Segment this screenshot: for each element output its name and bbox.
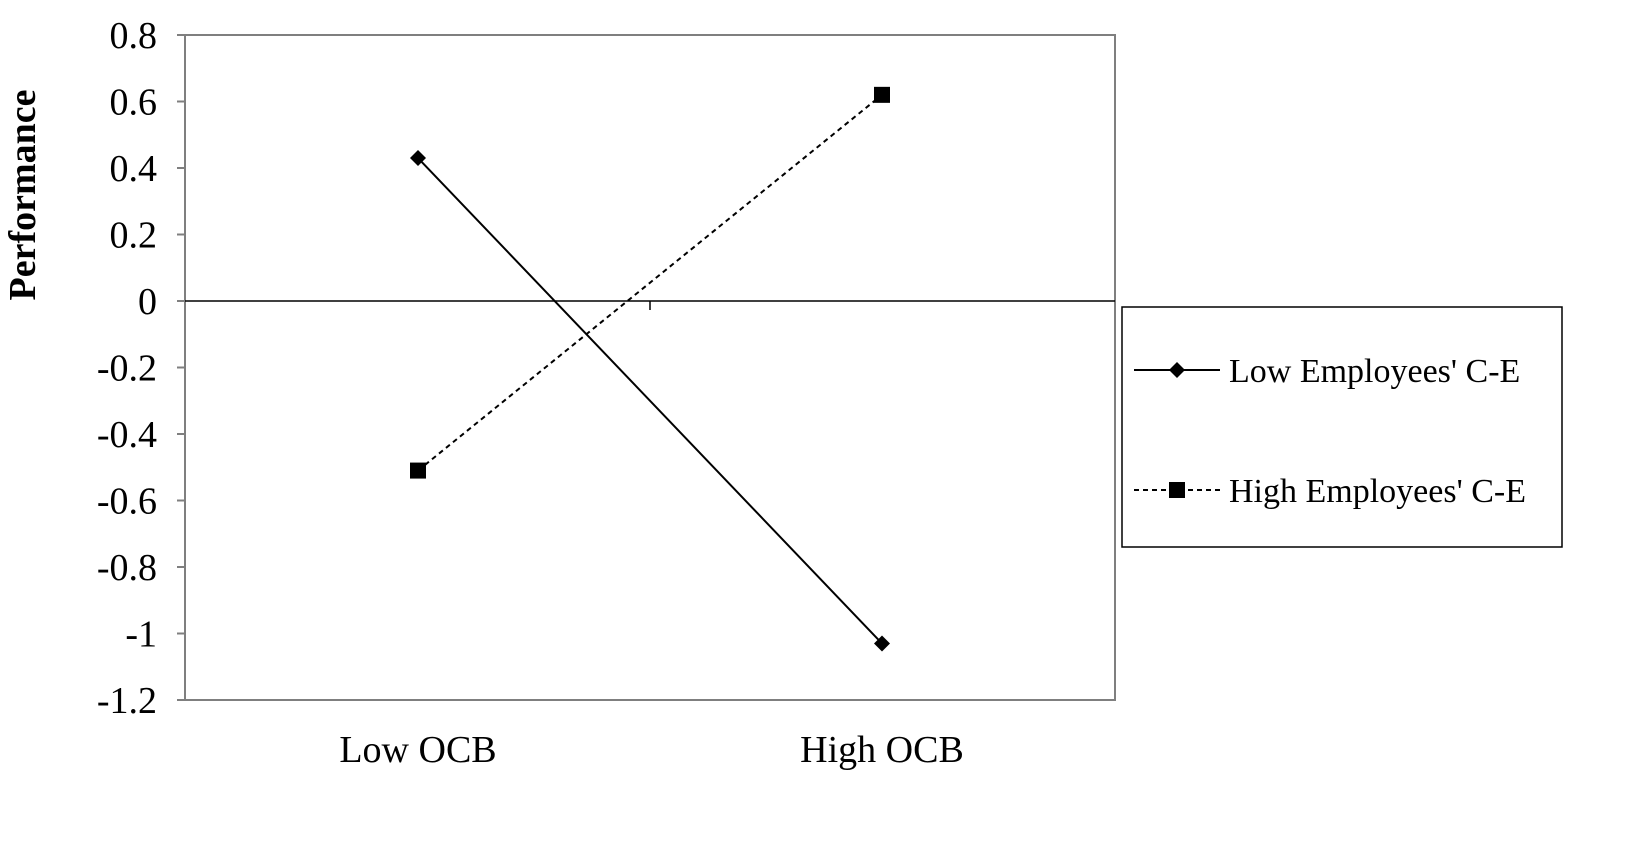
y-tick-label: -0.4 [97, 414, 157, 456]
y-tick-label: 0 [138, 281, 157, 323]
y-tick-label: 0.8 [110, 15, 158, 57]
y-tick-label: -0.2 [97, 348, 157, 390]
legend-label: Low Employees' C-E [1229, 353, 1520, 390]
series-line [417, 157, 883, 645]
y-tick-label: -1.2 [97, 680, 157, 722]
y-tick-label: -0.6 [97, 481, 157, 523]
series-group [410, 86, 890, 652]
y-axis: 0.8 0.6 0.4 0.2 0 -0.2 -0.4 -0.6 -0.8 -1 -1.2 [97, 15, 185, 722]
y-tick-label: -0.8 [97, 547, 157, 589]
y-tick-label: 0.6 [110, 82, 158, 124]
data-point [874, 635, 890, 652]
data-point [874, 86, 890, 103]
series-line [417, 94, 883, 472]
y-tick-label: -1 [125, 614, 157, 656]
data-point [410, 462, 426, 479]
x-axis-labels: Low OCB High OCB [339, 729, 963, 771]
y-tick-label: 0.2 [110, 215, 158, 257]
data-point [410, 150, 426, 167]
y-axis-title: Performance [2, 90, 44, 301]
x-category-label: High OCB [800, 729, 964, 771]
series-1 [410, 150, 890, 652]
legend-marker [1169, 362, 1185, 378]
legend-marker [1169, 482, 1185, 498]
series-2 [410, 86, 890, 479]
y-tick-label: 0.4 [110, 148, 158, 190]
legend-box [1121, 306, 1563, 548]
legend: Low Employees' C-E High Employees' C-E [1121, 306, 1563, 548]
legend-item: Low Employees' C-E [1134, 353, 1520, 390]
legend-label: High Employees' C-E [1229, 473, 1526, 510]
zero-line [185, 300, 1115, 310]
x-category-label: Low OCB [339, 729, 496, 771]
legend-item: High Employees' C-E [1134, 473, 1526, 510]
plot-area [184, 34, 1116, 701]
